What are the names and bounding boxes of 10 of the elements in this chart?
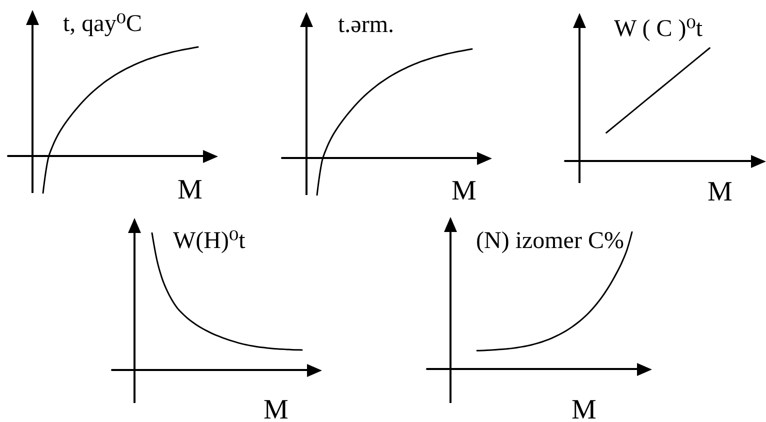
y-axis-title: t.ərm. — [338, 12, 394, 38]
x-axis-title: M — [708, 176, 733, 208]
y-axis-title: W ( C )⁰t — [614, 16, 703, 42]
x-axis-title: M — [572, 394, 597, 422]
x-axis-title: M — [178, 174, 203, 206]
x-axis-title: M — [452, 176, 477, 206]
x-axis-title: M — [264, 394, 289, 422]
y-axis-title: t, qay⁰C — [63, 11, 142, 37]
y-axis-title: W(H)⁰t — [173, 228, 246, 254]
y-axis-title: (N) izomer C% — [476, 228, 624, 254]
